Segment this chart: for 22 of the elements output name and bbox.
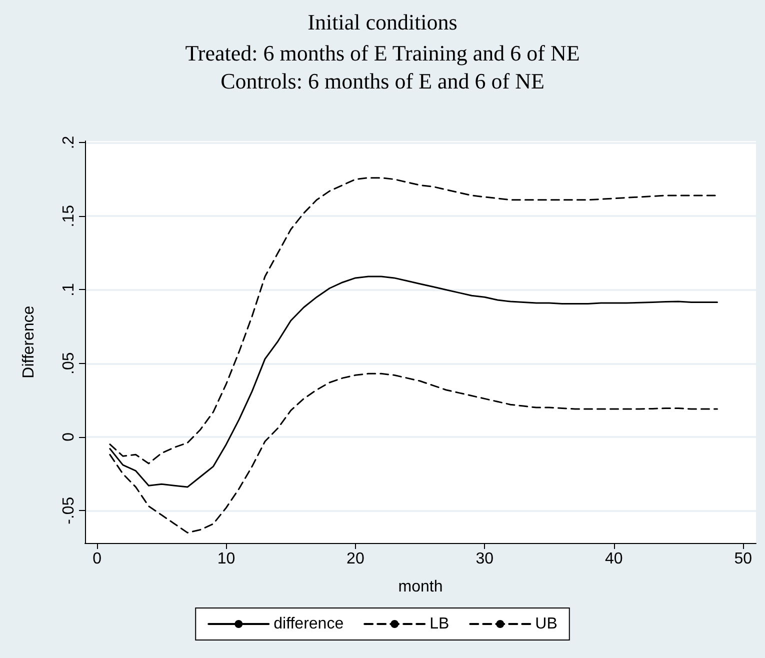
x-tick-label: 30 — [476, 550, 494, 568]
y-tick-label: 0 — [60, 432, 78, 442]
y-tick-label: .1 — [60, 282, 78, 296]
x-tick-label: 20 — [346, 550, 364, 568]
x-tick-label: 10 — [217, 550, 236, 568]
y-axis-title: Difference — [20, 306, 38, 378]
legend-label: UB — [535, 616, 558, 632]
y-tick-label: .05 — [60, 352, 78, 374]
y-tick-label: -.05 — [60, 496, 78, 524]
x-tick-label: 40 — [604, 550, 623, 568]
y-tick-label: .15 — [60, 204, 78, 228]
line-series — [109, 177, 718, 464]
x-tick-label: 0 — [92, 550, 102, 568]
legend-label: LB — [430, 616, 450, 632]
chart-subtitle: Treated: 6 months of E Training and 6 of NE Controls: 6 months of E and 6 of NE — [185, 40, 580, 94]
line-series — [109, 372, 718, 534]
x-axis-title: month — [398, 578, 443, 596]
x-tick-label: 50 — [734, 550, 752, 568]
line-series — [109, 276, 718, 488]
chart-title: Initial conditions — [308, 10, 458, 34]
y-tick-label: .2 — [60, 136, 78, 150]
legend-label: difference — [274, 616, 344, 632]
